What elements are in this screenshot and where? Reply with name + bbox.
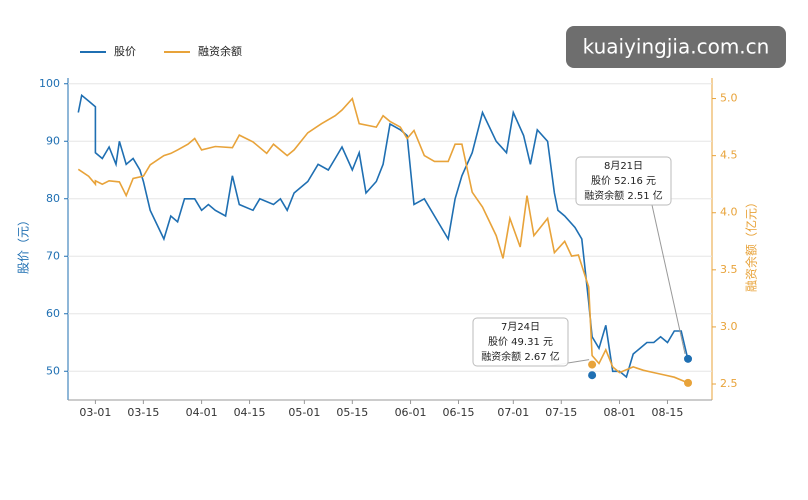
y-tick-label: 90: [46, 134, 60, 147]
x-tick-label: 04-01: [186, 406, 218, 419]
annotation-text: 7月24日: [501, 321, 540, 333]
y-tick-label: 50: [46, 364, 60, 377]
watermark: kuaiyingjia.com.cn: [583, 35, 770, 59]
y2-axis-label: 融资余额（亿元）: [744, 196, 759, 292]
annotation-point: [588, 360, 597, 369]
x-tick-label: 03-01: [79, 406, 111, 419]
x-tick-label: 05-15: [336, 406, 368, 419]
annotation-box: [575, 156, 672, 206]
y-tick-label: 80: [46, 192, 60, 205]
annotation-arrow: [651, 204, 686, 354]
x-tick-label: 06-15: [443, 406, 475, 419]
legend-label: 融资余额: [198, 44, 242, 58]
annotation-point: [588, 371, 597, 380]
x-tick-label: 06-01: [395, 406, 427, 419]
annotation-text: 融资余额 2.67 亿: [481, 350, 560, 363]
y-tick-label: 70: [46, 249, 60, 262]
y-axis-label: 股价（元）: [17, 214, 31, 274]
y2-tick-label: 3.0: [720, 320, 738, 333]
x-tick-label: 04-15: [234, 406, 266, 419]
x-tick-label: 07-01: [497, 406, 529, 419]
y2-tick-label: 2.5: [720, 377, 738, 390]
x-tick-label: 07-15: [545, 406, 577, 419]
x-tick-label: 08-01: [604, 406, 636, 419]
y2-tick-label: 5.0: [720, 92, 738, 105]
x-tick-label: 08-15: [651, 406, 683, 419]
y2-tick-label: 3.5: [720, 263, 738, 276]
x-tick-label: 03-15: [127, 406, 159, 419]
annotation-point: [684, 378, 693, 387]
y2-tick-label: 4.5: [720, 149, 738, 162]
annotation-text: 股价 52.16 元: [591, 175, 656, 187]
annotation-point: [684, 354, 693, 363]
y-tick-label: 60: [46, 307, 60, 320]
annotation-text: 8月21日: [604, 160, 643, 172]
x-tick-label: 05-01: [288, 406, 320, 419]
y-tick-label: 100: [39, 77, 60, 90]
annotation-box: [472, 317, 569, 367]
annotation-text: 融资余额 2.51 亿: [584, 189, 663, 202]
series-line: [77, 96, 689, 384]
series-line: [77, 93, 689, 379]
y2-tick-label: 4.0: [720, 206, 738, 219]
annotation-text: 股价 49.31 元: [488, 336, 553, 348]
watermark-box: [566, 26, 786, 68]
legend-label: 股价: [114, 45, 136, 58]
